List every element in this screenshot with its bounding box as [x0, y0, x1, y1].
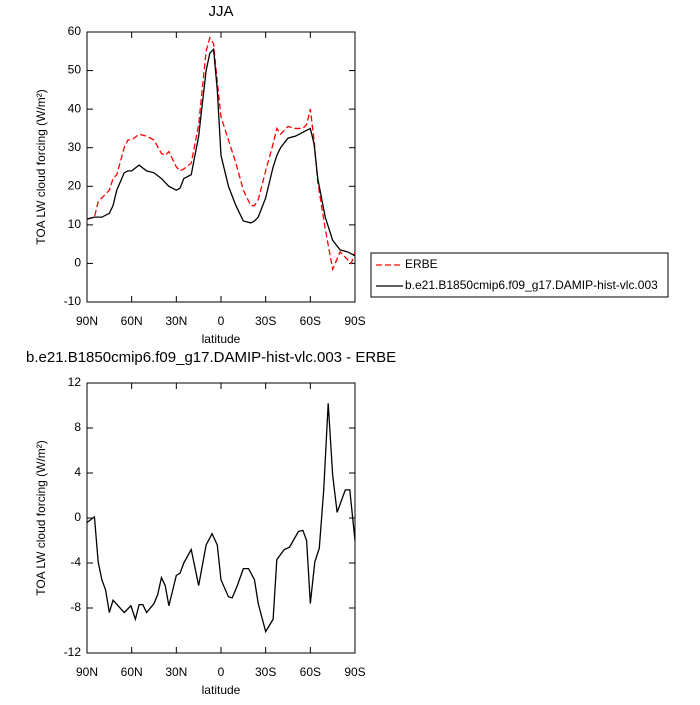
y-tick-label: 12: [68, 375, 82, 389]
x-tick-label: 0: [218, 665, 225, 679]
x-tick-label: 90N: [76, 314, 98, 328]
plot-frame: [86, 382, 356, 654]
x-tick-label: 90S: [344, 665, 365, 679]
y-tick-label: 8: [74, 420, 81, 434]
chart-title: JJA: [208, 3, 233, 20]
x-tick-label: 60N: [121, 314, 143, 328]
y-tick-label: 10: [68, 217, 82, 231]
x-tick-label: 0: [218, 314, 225, 328]
x-tick-label: 30N: [165, 665, 187, 679]
plot-frame: [86, 31, 356, 303]
y-tick-label: 0: [74, 510, 81, 524]
data-line: [86, 36, 356, 272]
y-tick-label: 0: [74, 256, 81, 270]
legend-label: ERBE: [405, 257, 438, 271]
x-axis-label: latitude: [202, 683, 241, 697]
x-axis-label: latitude: [202, 332, 241, 346]
y-tick-label: 4: [74, 465, 81, 479]
y-tick-label: 50: [68, 63, 82, 77]
x-tick-label: 60N: [121, 665, 143, 679]
y-tick-label: 30: [68, 140, 82, 154]
x-tick-label: 30N: [165, 314, 187, 328]
x-tick-label: 30S: [255, 314, 276, 328]
data-line: [86, 403, 356, 634]
legend-label: b.e21.B1850cmip6.f09_g17.DAMIP-hist-vlc.…: [405, 278, 658, 292]
y-axis-label: TOA LW cloud forcing (W/m²): [34, 89, 48, 245]
y-tick-label: -4: [70, 555, 81, 569]
y-tick-label: 60: [68, 24, 82, 38]
legend-box: [370, 252, 669, 298]
data-line: [86, 47, 356, 257]
y-tick-label: 40: [68, 101, 82, 115]
x-tick-label: 90S: [344, 314, 365, 328]
x-tick-label: 90N: [76, 665, 98, 679]
x-tick-label: 60S: [300, 314, 321, 328]
y-tick-label: -8: [70, 600, 81, 614]
y-tick-label: 20: [68, 178, 82, 192]
y-tick-label: -10: [64, 294, 82, 308]
x-tick-label: 60S: [300, 665, 321, 679]
y-tick-label: -12: [64, 645, 82, 659]
x-tick-label: 30S: [255, 665, 276, 679]
y-axis-label: TOA LW cloud forcing (W/m²): [34, 440, 48, 596]
chart-title: b.e21.B1850cmip6.f09_g17.DAMIP-hist-vlc.…: [26, 349, 396, 366]
